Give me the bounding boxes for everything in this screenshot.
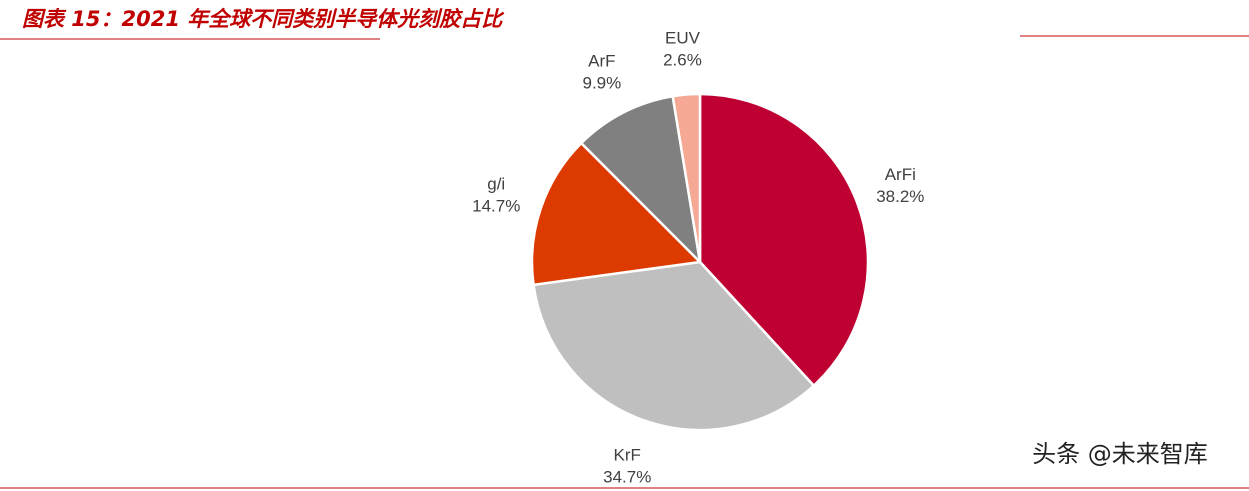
- slice-label: ArFi: [885, 165, 916, 184]
- slice-label: KrF: [614, 445, 641, 464]
- pie-slice: [579, 94, 702, 266]
- pie-slice: [532, 260, 816, 432]
- slice-value: 9.9%: [583, 74, 622, 93]
- pie-slice: [671, 92, 702, 263]
- slice-value: 14.7%: [472, 196, 520, 215]
- watermark: 头条 @未来智库: [1032, 440, 1208, 468]
- slice-value: 2.6%: [663, 51, 702, 70]
- slice-label: EUV: [665, 29, 701, 48]
- slice-value: 34.7%: [603, 467, 651, 486]
- slice-label: ArF: [588, 52, 615, 71]
- pie-slice: [698, 92, 870, 388]
- slice-label: g/i: [487, 174, 505, 193]
- chart-title: 图表 15：2021 年全球不同类别半导体光刻胶占比: [22, 7, 505, 31]
- slice-value: 38.2%: [876, 187, 924, 206]
- pie-slice: [530, 141, 703, 287]
